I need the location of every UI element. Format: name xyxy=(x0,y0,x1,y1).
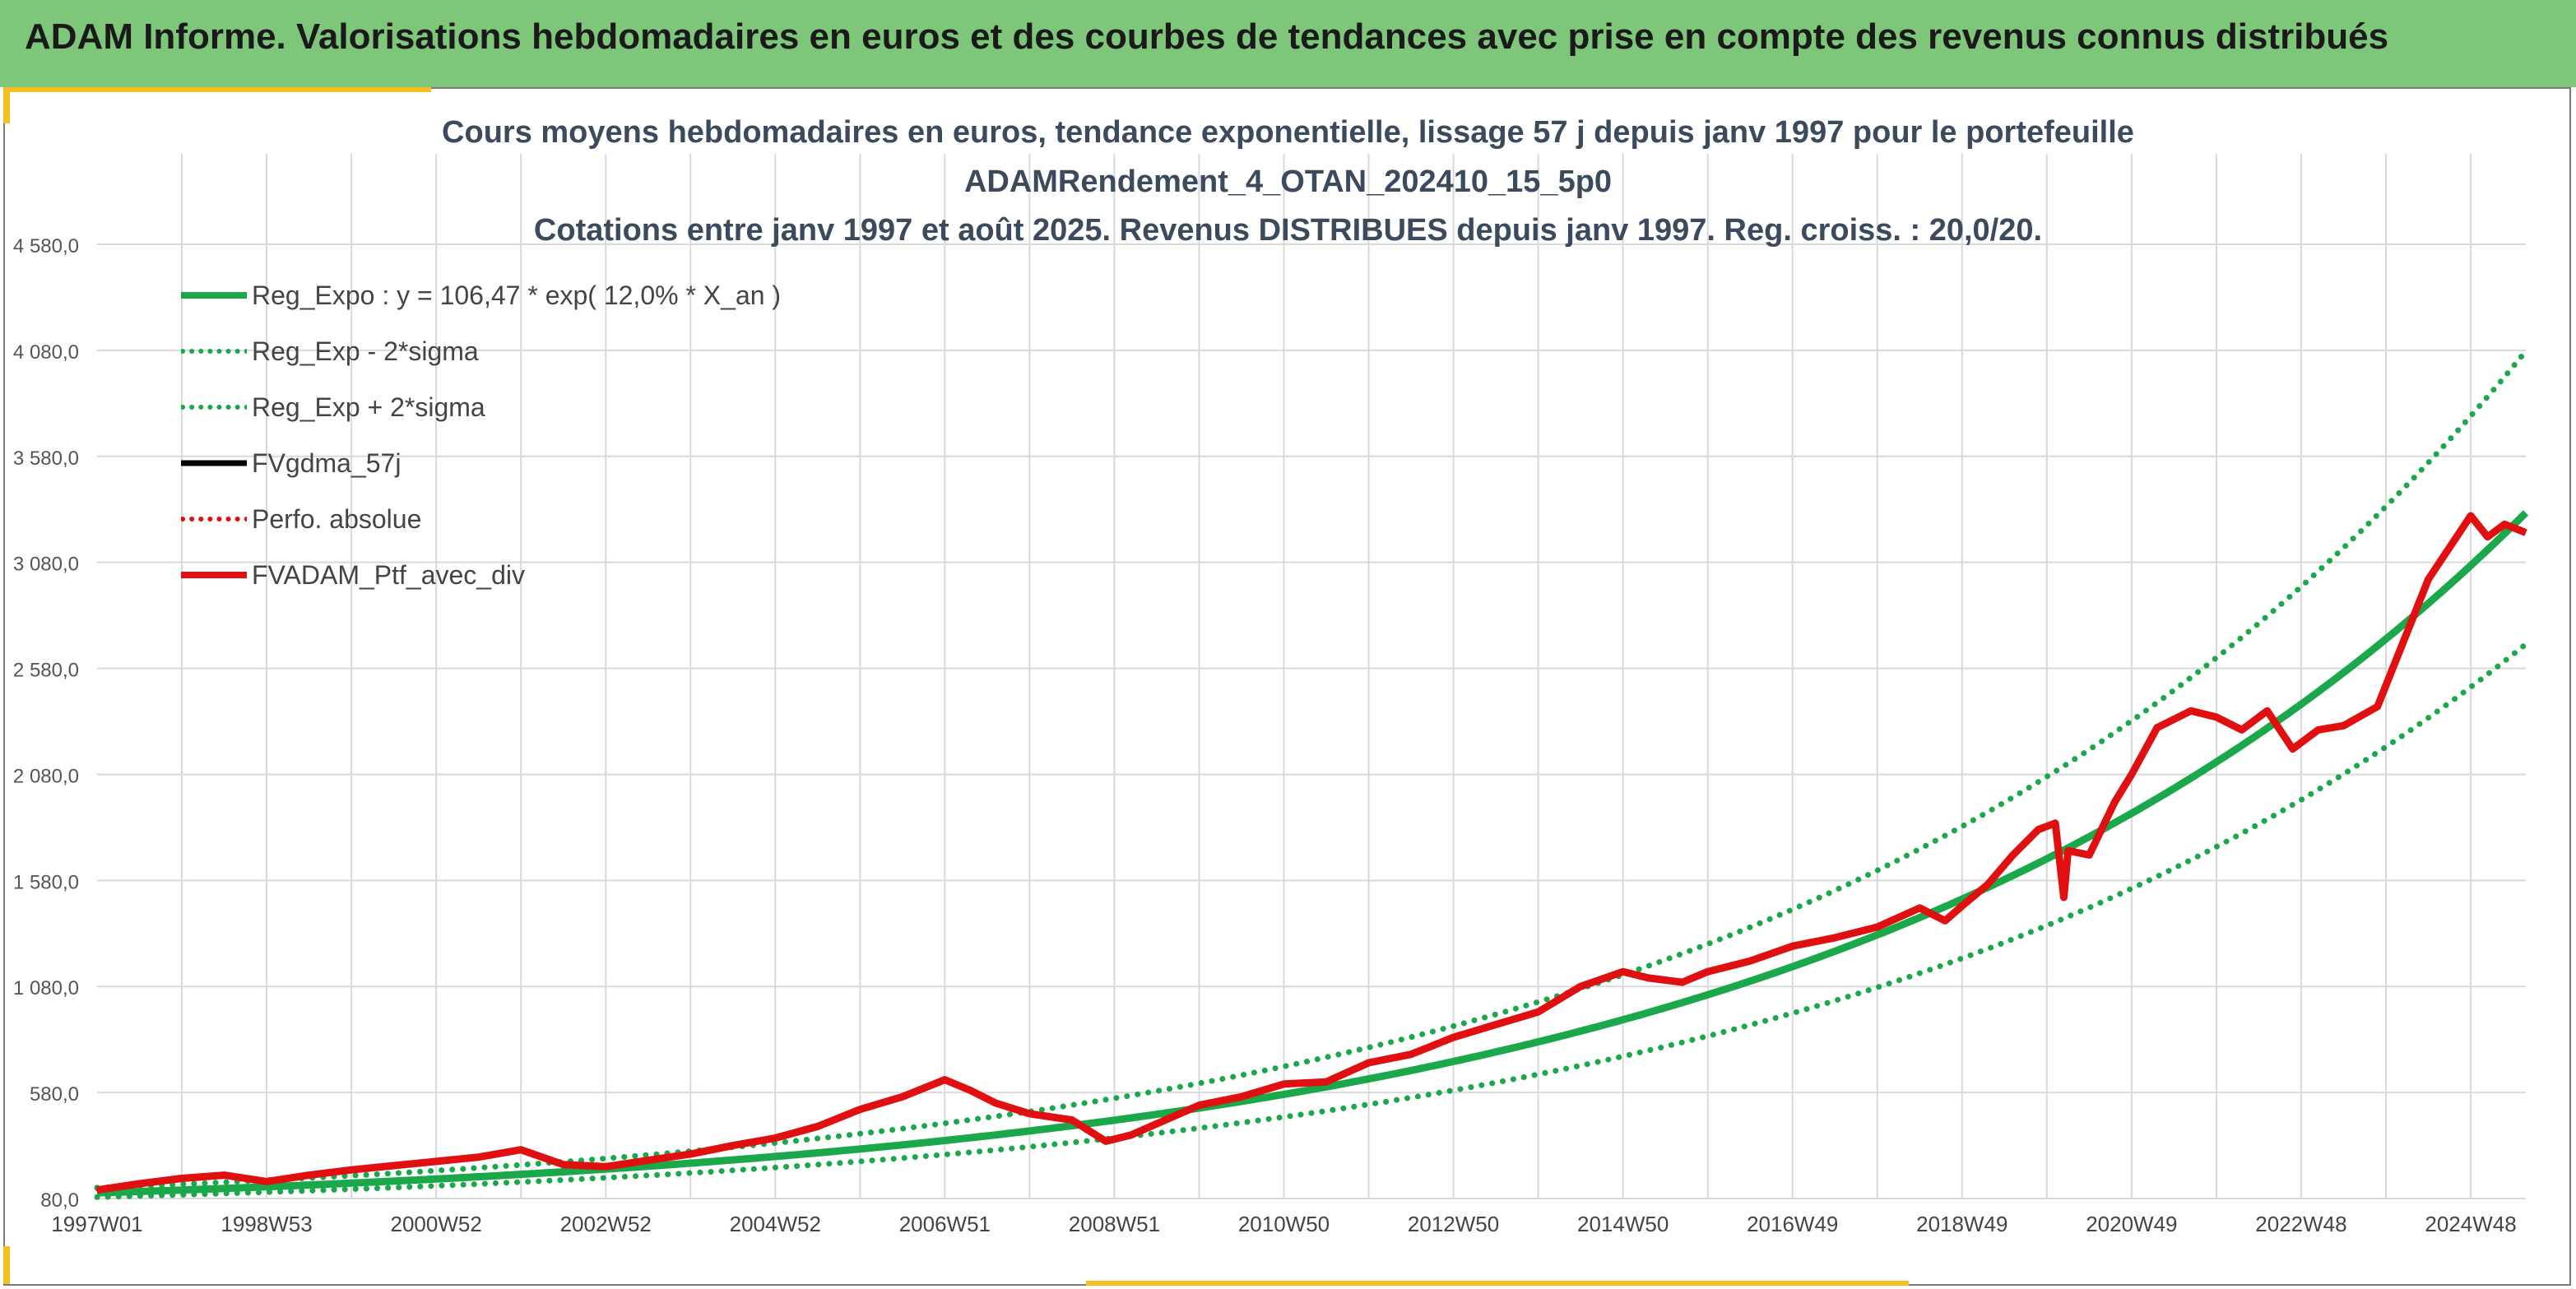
y-tick-label: 1 080,0 xyxy=(13,977,79,999)
series-reg-exp-plus-2sigma xyxy=(94,348,2529,1191)
y-tick-label: 4 580,0 xyxy=(13,235,79,257)
x-tick-label: 2002W52 xyxy=(560,1212,652,1236)
legend-item-reg-exp-minus: Reg_Exp - 2*sigma xyxy=(181,323,781,379)
y-tick-label: 580,0 xyxy=(30,1083,79,1106)
legend-swatch-dotted-red xyxy=(181,517,247,522)
x-tick-label: 1998W53 xyxy=(220,1212,312,1236)
y-tick-label: 80,0 xyxy=(40,1189,79,1212)
x-tick-label: 2018W49 xyxy=(1916,1212,2007,1236)
banner-title: ADAM Informe. Valorisations hebdomadaire… xyxy=(25,16,2389,57)
legend-swatch-solid-red xyxy=(181,572,247,578)
x-tick-label: 2010W50 xyxy=(1238,1212,1330,1236)
y-tick-label: 4 080,0 xyxy=(13,341,79,364)
header-banner: ADAM Informe. Valorisations hebdomadaire… xyxy=(0,0,2576,87)
legend-item-perfo: Perfo. absolue xyxy=(181,491,781,547)
x-tick-label: 2000W52 xyxy=(390,1212,481,1236)
chart-title-line-1: Cours moyens hebdomadaires en euros, ten… xyxy=(442,115,2134,150)
x-tick-label: 1997W01 xyxy=(51,1212,142,1236)
accent-bar-left xyxy=(3,87,10,123)
accent-bar-bottom-left xyxy=(3,1246,10,1284)
legend-label: Reg_Expo : y = 106,47 * exp( 12,0% * X_a… xyxy=(252,280,782,310)
x-tick-label: 2006W51 xyxy=(899,1212,991,1236)
legend-swatch-solid-green xyxy=(181,292,247,299)
chart-legend: Reg_Expo : y = 106,47 * exp( 12,0% * X_a… xyxy=(181,267,781,603)
y-tick-label: 1 580,0 xyxy=(13,871,79,893)
x-tick-label: 2014W50 xyxy=(1577,1212,1669,1236)
legend-label: Reg_Exp - 2*sigma xyxy=(252,336,479,366)
legend-label: Reg_Exp + 2*sigma xyxy=(252,392,485,422)
series-reg-exp-minus-2sigma xyxy=(94,641,2529,1200)
legend-swatch-solid-black xyxy=(181,460,247,466)
legend-label: Perfo. absolue xyxy=(252,503,422,534)
chart-title-line-2: ADAMRendement_4_OTAN_202410_15_5p0 xyxy=(963,165,1613,199)
accent-bar-bottom xyxy=(1086,1281,1909,1286)
x-tick-label: 2024W48 xyxy=(2425,1212,2516,1236)
series-perfo-absolue xyxy=(95,513,2527,1192)
x-tick-label: 2004W52 xyxy=(730,1212,821,1236)
x-tick-label: 2020W49 xyxy=(2086,1212,2177,1236)
y-tick-label: 3 580,0 xyxy=(13,447,79,470)
chart-title-line-3: Cotations entre janv 1997 et août 2025. … xyxy=(533,213,2043,248)
accent-bar-top xyxy=(3,87,431,92)
x-tick-label: 2022W48 xyxy=(2255,1212,2346,1236)
x-tick-label: 2012W50 xyxy=(1408,1212,1499,1236)
x-tick-label: 2008W51 xyxy=(1069,1212,1160,1236)
legend-label: FVgdma_57j xyxy=(252,447,401,478)
legend-item-reg-exp-plus: Reg_Exp + 2*sigma xyxy=(181,379,781,435)
y-tick-label: 2 580,0 xyxy=(13,660,79,682)
y-tick-label: 2 080,0 xyxy=(13,765,79,787)
legend-swatch-dotted-green xyxy=(181,405,247,410)
legend-item-reg-expo: Reg_Expo : y = 106,47 * exp( 12,0% * X_a… xyxy=(181,267,781,323)
legend-swatch-dotted-green xyxy=(181,349,247,354)
legend-item-fvadam: FVADAM_Ptf_avec_div xyxy=(181,547,781,603)
legend-item-fvgdma: FVgdma_57j xyxy=(181,435,781,491)
legend-label: FVADAM_Ptf_avec_div xyxy=(252,559,525,590)
series-reg-expo xyxy=(96,510,2529,1197)
x-tick-label: 2016W49 xyxy=(1747,1212,1838,1236)
y-tick-label: 3 080,0 xyxy=(13,554,79,576)
